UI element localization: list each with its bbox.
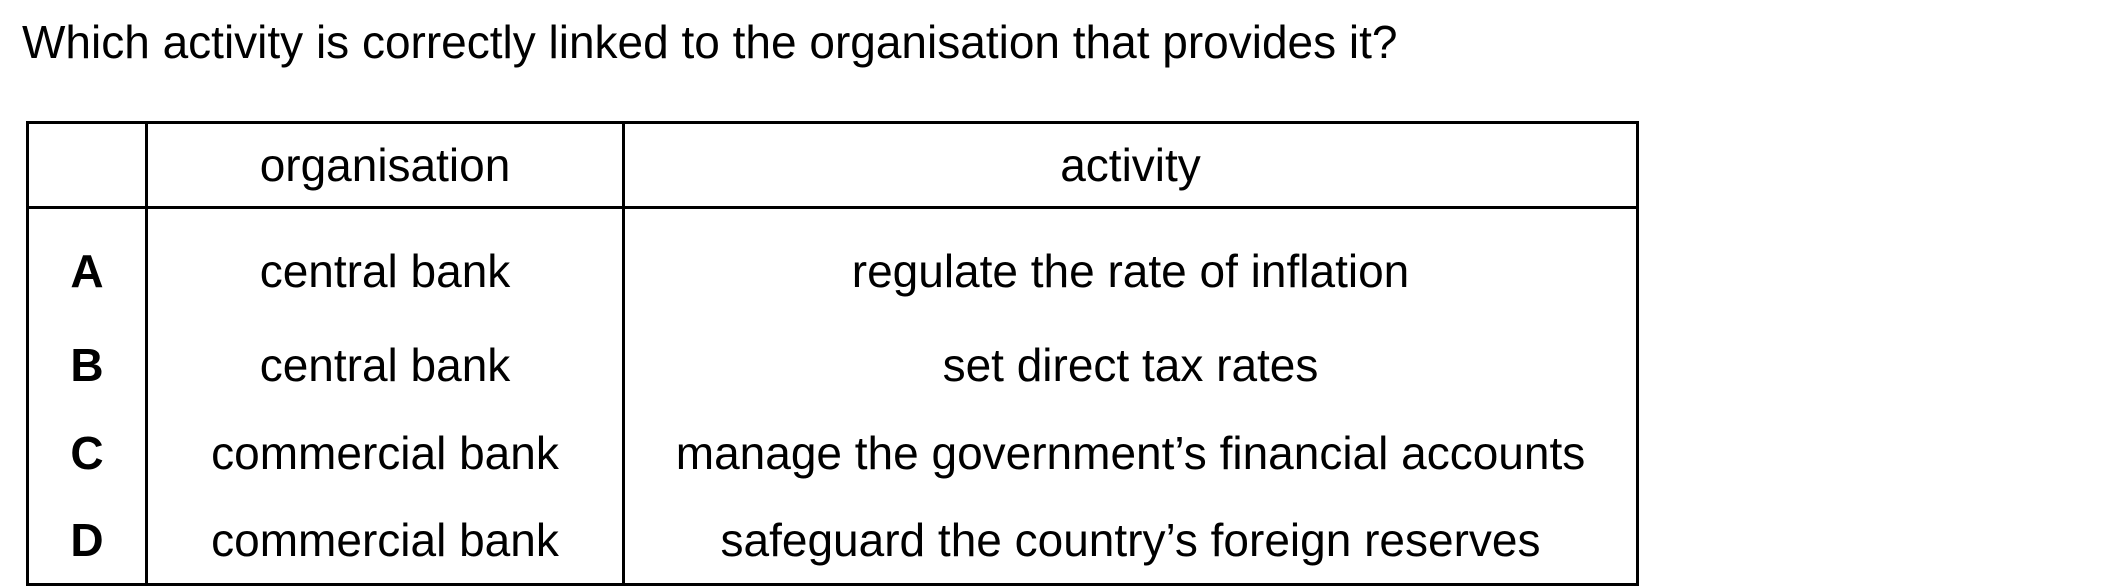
activity-cell: regulate the rate of inflation <box>622 207 1639 321</box>
activity-cell: manage the government’s financial accoun… <box>622 409 1639 497</box>
header-letter-cell <box>26 121 148 209</box>
table-row: D commercial bank safeguard the country’… <box>26 497 1639 586</box>
table-row: C commercial bank manage the government’… <box>26 409 1639 497</box>
option-letter: B <box>26 321 148 409</box>
table-header-row: organisation activity <box>26 121 1639 209</box>
header-activity: activity <box>622 121 1639 209</box>
option-letter: C <box>26 409 148 497</box>
organisation-cell: commercial bank <box>145 497 625 586</box>
activity-cell: safeguard the country’s foreign reserves <box>622 497 1639 586</box>
table-row: B central bank set direct tax rates <box>26 321 1639 409</box>
options-table: organisation activity A central bank reg… <box>26 121 1639 586</box>
organisation-cell: commercial bank <box>145 409 625 497</box>
organisation-cell: central bank <box>145 321 625 409</box>
activity-cell: set direct tax rates <box>622 321 1639 409</box>
option-letter: A <box>26 207 148 321</box>
question-text: Which activity is correctly linked to th… <box>22 16 1398 68</box>
header-organisation: organisation <box>145 121 625 209</box>
option-letter: D <box>26 497 148 586</box>
organisation-cell: central bank <box>145 207 625 321</box>
table-row: A central bank regulate the rate of infl… <box>26 207 1639 321</box>
